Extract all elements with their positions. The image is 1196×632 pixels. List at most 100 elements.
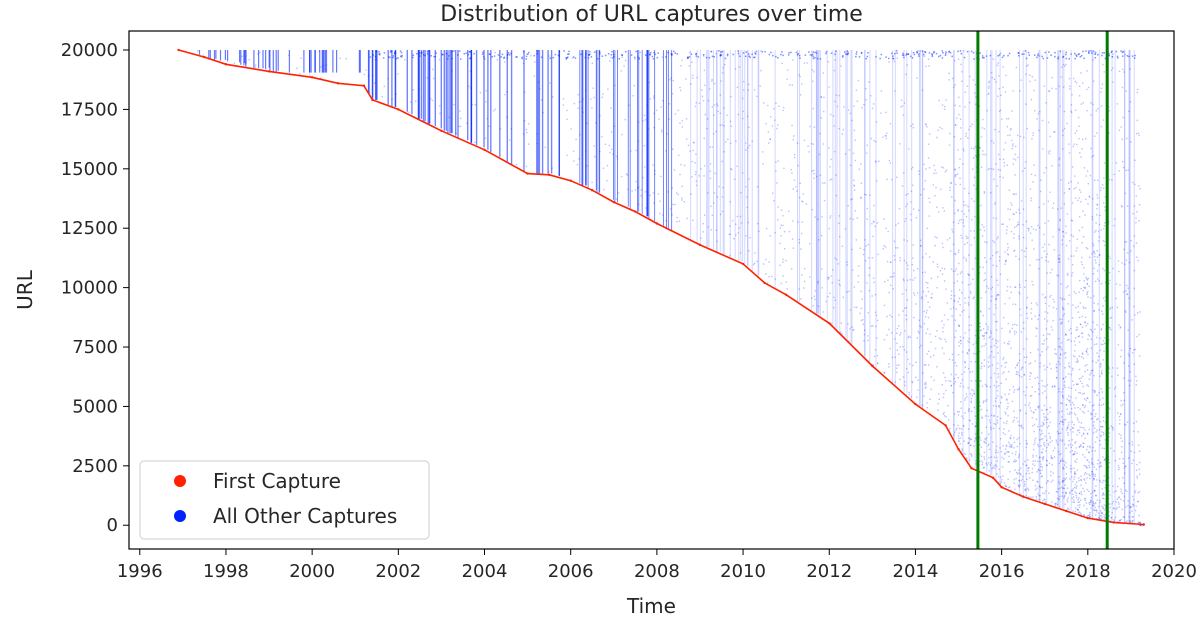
other-capture-point: [1012, 324, 1014, 326]
other-capture-point: [1099, 337, 1102, 339]
other-capture-point: [933, 164, 935, 167]
other-capture-point: [1085, 502, 1088, 504]
other-capture-point: [1118, 506, 1120, 508]
other-capture-point: [1061, 349, 1063, 351]
other-capture-point: [926, 328, 929, 330]
other-capture-point: [953, 300, 956, 303]
other-capture-point: [1091, 473, 1093, 475]
other-capture-point: [711, 106, 713, 108]
other-capture-point: [857, 79, 860, 82]
other-capture-point: [970, 454, 973, 456]
other-capture-point: [1058, 433, 1060, 435]
other-capture-point: [790, 51, 792, 54]
other-capture-point: [1040, 438, 1042, 440]
other-capture-point: [893, 275, 895, 278]
other-capture-point: [870, 325, 873, 327]
other-capture-point: [1108, 271, 1111, 274]
other-capture-point: [912, 257, 914, 259]
other-capture-point: [1081, 332, 1083, 334]
other-capture-point: [911, 381, 914, 384]
other-capture-point: [1102, 305, 1104, 307]
other-capture-point: [797, 221, 799, 223]
other-capture-point: [880, 112, 882, 114]
other-capture-point: [686, 138, 688, 140]
other-capture-point: [859, 312, 861, 315]
other-capture-point: [996, 422, 999, 424]
other-capture-point: [1019, 359, 1021, 361]
other-capture-point: [1012, 193, 1014, 195]
other-capture-point: [984, 400, 987, 402]
other-capture-point: [1081, 353, 1084, 355]
other-capture-point: [1098, 223, 1101, 226]
other-capture-point: [1071, 274, 1073, 277]
other-capture-point: [999, 447, 1001, 449]
other-capture-point: [1093, 509, 1096, 511]
other-capture-point: [954, 124, 957, 126]
other-capture-point: [1072, 453, 1074, 456]
other-capture-point: [953, 413, 956, 415]
other-capture-point: [926, 353, 928, 355]
other-capture-point: [1085, 399, 1087, 401]
other-capture-point: [905, 205, 907, 208]
other-capture-point: [886, 334, 888, 336]
other-capture-point: [1014, 469, 1016, 471]
other-capture-point: [1075, 383, 1078, 385]
other-capture-point: [1086, 515, 1088, 518]
other-capture-point: [1120, 126, 1122, 128]
other-capture-point: [618, 58, 620, 60]
other-capture-point: [1095, 110, 1097, 112]
other-capture-point: [638, 58, 640, 60]
other-capture-point: [917, 404, 919, 406]
other-capture-point: [765, 123, 767, 125]
other-capture-point: [772, 192, 774, 194]
other-capture-point: [566, 109, 568, 112]
other-capture-point: [1080, 475, 1082, 477]
other-capture-point: [996, 367, 999, 370]
other-capture-point: [673, 169, 676, 171]
other-capture-point: [803, 139, 806, 142]
other-capture-point: [905, 218, 907, 220]
other-capture-point: [1023, 348, 1025, 350]
other-capture-point: [1138, 521, 1140, 523]
other-capture-point: [609, 151, 611, 154]
other-capture-point: [830, 275, 833, 277]
other-capture-point: [1007, 253, 1009, 255]
other-capture-point: [1138, 185, 1140, 187]
other-capture-point: [652, 97, 655, 99]
other-capture-point: [1047, 413, 1049, 415]
other-capture-point: [1032, 479, 1034, 481]
other-capture-point: [1032, 460, 1034, 462]
other-capture-point: [430, 55, 432, 57]
other-capture-point: [857, 275, 860, 277]
other-capture-point: [967, 302, 969, 304]
other-capture-point: [1099, 375, 1101, 377]
other-capture-point: [1083, 478, 1085, 480]
other-capture-point: [1068, 440, 1070, 442]
other-capture-point: [838, 128, 840, 130]
other-capture-point: [1082, 289, 1084, 292]
other-capture-point: [987, 444, 990, 447]
other-capture-point: [788, 52, 790, 54]
other-capture-point: [1078, 316, 1081, 319]
other-capture-point: [991, 467, 993, 470]
other-capture-point: [1015, 371, 1018, 373]
other-capture-point: [1076, 55, 1078, 58]
other-capture-point: [1038, 259, 1040, 261]
other-capture-point: [830, 322, 833, 325]
other-capture-point: [988, 365, 991, 367]
other-capture-point: [994, 467, 996, 469]
other-capture-point: [955, 330, 957, 332]
other-capture-point: [995, 449, 997, 451]
other-capture-point: [369, 92, 371, 94]
other-capture-point: [727, 138, 729, 140]
other-capture-point: [762, 163, 764, 165]
other-capture-point: [1058, 453, 1061, 456]
other-capture-point: [1086, 384, 1088, 386]
other-capture-point: [1096, 394, 1098, 396]
other-capture-point: [497, 54, 500, 56]
other-capture-point: [1113, 520, 1116, 522]
other-capture-point: [747, 250, 750, 252]
first-capture-point: [371, 98, 374, 102]
other-capture-point: [909, 279, 911, 281]
other-capture-point: [1032, 456, 1034, 458]
